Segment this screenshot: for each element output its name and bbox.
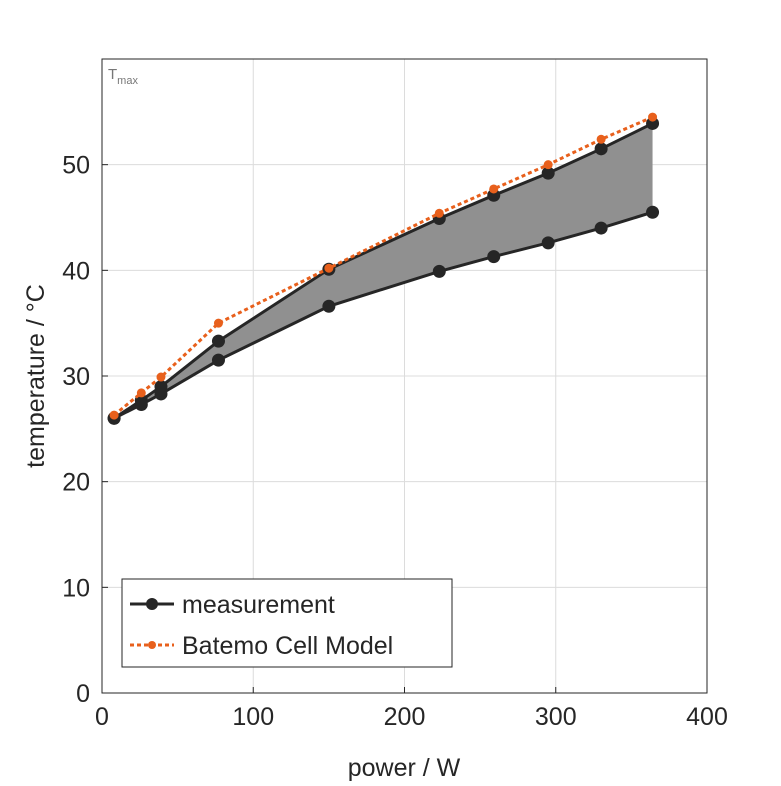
measurement-point xyxy=(646,205,660,219)
measurement-point xyxy=(154,387,168,401)
legend: measurement Batemo Cell Model xyxy=(121,578,453,668)
model-point xyxy=(434,208,444,218)
measurement-point xyxy=(322,299,336,313)
x-tick-label: 200 xyxy=(384,703,426,731)
legend-measurement-label: measurement xyxy=(182,591,335,619)
measurement-point xyxy=(211,353,225,367)
legend-model-marker xyxy=(148,641,156,649)
model-point xyxy=(489,184,499,194)
legend-measurement-marker xyxy=(146,598,158,610)
model-point xyxy=(596,134,606,144)
annotation-tmax: Tmax xyxy=(108,66,138,87)
y-tick-label: 10 xyxy=(62,574,90,602)
model-point xyxy=(109,410,119,420)
measurement-point xyxy=(487,250,501,264)
x-axis-label: power / W xyxy=(348,754,461,781)
x-tick-label: 400 xyxy=(686,703,728,731)
y-tick-label: 50 xyxy=(62,152,90,180)
model-line xyxy=(113,115,654,417)
measurement-point xyxy=(541,166,555,180)
measurement-point xyxy=(541,236,555,250)
measurement-point xyxy=(211,334,225,348)
model-point xyxy=(543,160,553,170)
y-tick-label: 20 xyxy=(62,469,90,497)
measurement-point xyxy=(432,264,446,278)
measurement-line-lower xyxy=(113,210,653,420)
measurement-point xyxy=(594,142,608,156)
x-tick-label: 0 xyxy=(95,703,109,731)
model-point xyxy=(648,112,658,122)
measurement-point xyxy=(594,221,608,235)
measurement-point xyxy=(134,398,148,412)
y-tick-label: 0 xyxy=(76,680,90,708)
x-tick-label: 300 xyxy=(535,703,577,731)
y-tick-label: 40 xyxy=(62,257,90,285)
model-point xyxy=(156,372,166,382)
y-axis-label: temperature / °C xyxy=(22,284,50,468)
legend-model-label: Batemo Cell Model xyxy=(182,632,393,660)
x-tick-label: 100 xyxy=(232,703,274,731)
measurement-line-upper xyxy=(113,122,654,420)
model-point xyxy=(213,318,223,328)
model-point xyxy=(324,263,334,273)
legend-box xyxy=(121,578,453,668)
y-tick-label: 30 xyxy=(62,363,90,391)
model-point xyxy=(136,388,146,398)
